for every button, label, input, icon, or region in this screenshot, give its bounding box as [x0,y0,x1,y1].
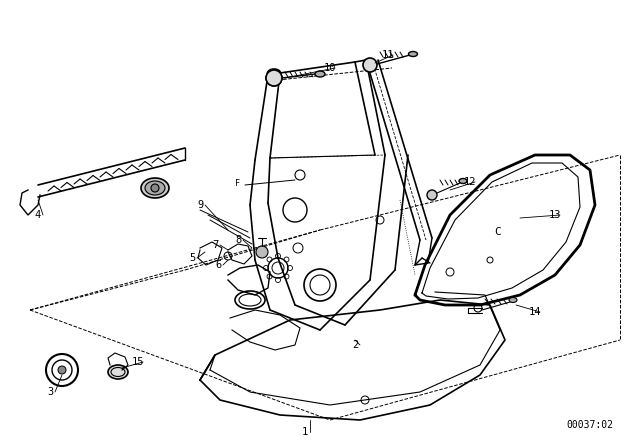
Circle shape [58,366,66,374]
Ellipse shape [141,178,169,198]
Circle shape [363,58,377,72]
Text: 14: 14 [529,307,541,317]
Circle shape [256,246,268,258]
Text: 13: 13 [548,210,561,220]
Circle shape [151,184,159,192]
Text: 1: 1 [302,427,308,437]
Text: F: F [236,178,241,188]
Text: 00037:02: 00037:02 [566,420,614,430]
Ellipse shape [459,178,467,184]
Text: C: C [495,227,501,237]
Ellipse shape [509,297,517,302]
Ellipse shape [108,365,128,379]
Text: 9: 9 [197,200,203,210]
Circle shape [427,190,437,200]
Text: 8: 8 [235,235,241,245]
Ellipse shape [408,52,417,56]
Text: 3: 3 [47,387,53,397]
Text: 11: 11 [381,50,394,60]
Text: 6: 6 [215,260,221,270]
Text: 15: 15 [132,357,144,367]
Text: 12: 12 [464,177,476,187]
Ellipse shape [315,71,325,77]
Text: 5: 5 [189,253,195,263]
Text: 7: 7 [212,240,218,250]
Ellipse shape [145,181,165,195]
Text: 4: 4 [35,210,41,220]
Text: 10: 10 [324,63,336,73]
Text: 2: 2 [352,340,358,350]
Circle shape [266,70,282,86]
